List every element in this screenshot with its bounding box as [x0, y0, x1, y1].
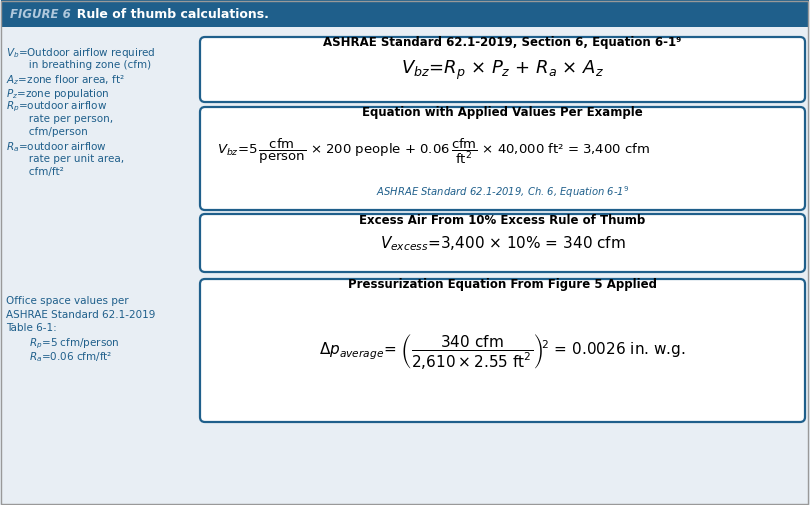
Text: Rule of thumb calculations.: Rule of thumb calculations. — [68, 8, 269, 21]
Text: $\mathit{V}$$_b$=Outdoor airflow required: $\mathit{V}$$_b$=Outdoor airflow require… — [6, 46, 156, 60]
FancyBboxPatch shape — [1, 0, 809, 28]
Text: Table 6-1:: Table 6-1: — [6, 322, 57, 332]
Text: cfm/person: cfm/person — [6, 127, 87, 137]
FancyBboxPatch shape — [200, 279, 805, 422]
Text: $V_{excess}$=3,400 × 10% = 340 cfm: $V_{excess}$=3,400 × 10% = 340 cfm — [380, 234, 625, 253]
FancyBboxPatch shape — [200, 108, 805, 211]
Text: rate per person,: rate per person, — [6, 113, 113, 123]
Text: cfm/ft²: cfm/ft² — [6, 167, 64, 177]
Text: in breathing zone (cfm): in breathing zone (cfm) — [6, 60, 151, 69]
Text: FIGURE 6: FIGURE 6 — [10, 8, 70, 21]
Text: Excess Air From 10% Excess Rule of Thumb: Excess Air From 10% Excess Rule of Thumb — [360, 214, 646, 227]
Text: rate per unit area,: rate per unit area, — [6, 154, 124, 164]
Text: ASHRAE Standard 62.1-2019: ASHRAE Standard 62.1-2019 — [6, 309, 156, 319]
Text: $\mathit{R}$$_a$=outdoor airflow: $\mathit{R}$$_a$=outdoor airflow — [6, 140, 107, 154]
Text: ASHRAE Standard 62.1-2019, Section 6, Equation 6-1⁹: ASHRAE Standard 62.1-2019, Section 6, Eq… — [323, 36, 682, 49]
Text: $V_{bz}$=5$\,\dfrac{\mathrm{cfm}}{\mathrm{person}}$ × 200 people + 0.06$\,\dfrac: $V_{bz}$=5$\,\dfrac{\mathrm{cfm}}{\mathr… — [217, 136, 650, 166]
Text: Equation with Applied Values Per Example: Equation with Applied Values Per Example — [362, 106, 643, 119]
Text: Pressurization Equation From Figure 5 Applied: Pressurization Equation From Figure 5 Ap… — [348, 277, 657, 290]
Text: $\mathit{R}$$_p$=outdoor airflow: $\mathit{R}$$_p$=outdoor airflow — [6, 100, 107, 114]
Text: $V_{bz}$=$R_p$ × $P_z$ + $R_a$ × $A_z$: $V_{bz}$=$R_p$ × $P_z$ + $R_a$ × $A_z$ — [401, 59, 604, 82]
Text: $\mathit{A}$$_z$=zone floor area, ft²: $\mathit{A}$$_z$=zone floor area, ft² — [6, 73, 125, 87]
Text: $\mathit{R}$$_p$=5 cfm/person: $\mathit{R}$$_p$=5 cfm/person — [6, 336, 120, 350]
FancyBboxPatch shape — [200, 215, 805, 273]
Text: $\Delta p_{average}$= $\left(\dfrac{340\ \mathrm{cfm}}{2{,}610 \times 2.55\ \mat: $\Delta p_{average}$= $\left(\dfrac{340\… — [319, 331, 686, 370]
FancyBboxPatch shape — [200, 38, 805, 103]
Text: $\mathit{P}$$_z$=zone population: $\mathit{P}$$_z$=zone population — [6, 86, 109, 100]
Text: ASHRAE Standard 62.1-2019, Ch. 6, Equation 6-1$^9$: ASHRAE Standard 62.1-2019, Ch. 6, Equati… — [376, 184, 629, 199]
Text: $\mathit{R}$$_a$=0.06 cfm/ft²: $\mathit{R}$$_a$=0.06 cfm/ft² — [6, 349, 113, 363]
Text: Office space values per: Office space values per — [6, 295, 129, 306]
